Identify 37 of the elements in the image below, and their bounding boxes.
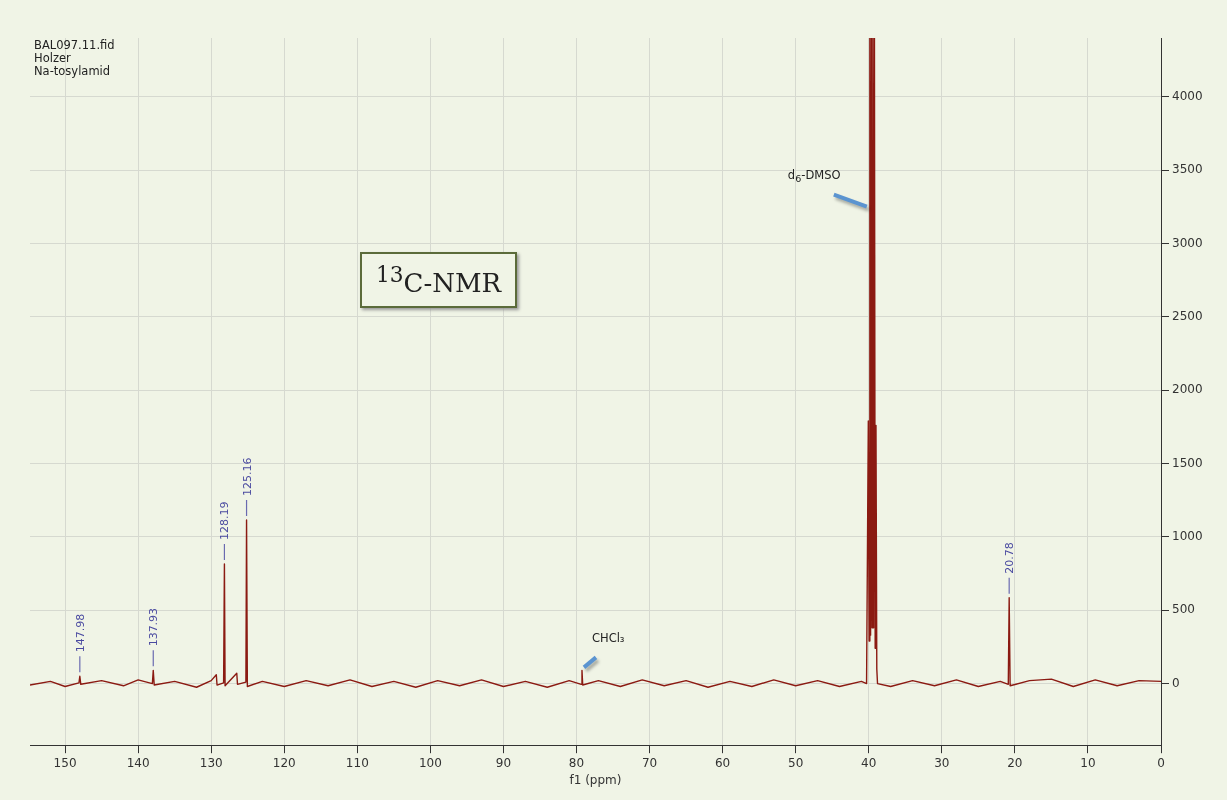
y-tick-label: 2000 — [1172, 382, 1203, 397]
x-tick-label: 40 — [861, 755, 877, 770]
y-tick-label: 3500 — [1172, 162, 1203, 177]
x-tick-label: 70 — [641, 755, 658, 770]
y-tick-label: 0 — [1172, 675, 1180, 690]
x-tick-label: 140 — [126, 755, 150, 770]
x-tick-label: 50 — [788, 755, 804, 770]
x-tick-label: 120 — [272, 755, 296, 770]
annotation: 20.78 — [1003, 542, 1017, 574]
x-tick-label: 130 — [199, 755, 223, 770]
y-tick-label: 1000 — [1172, 528, 1203, 543]
x-tick-label: 100 — [418, 755, 442, 770]
y-tick-label: 4000 — [1172, 88, 1203, 103]
y-tick-label: 1500 — [1172, 455, 1203, 470]
annotation: 125.16 — [240, 457, 254, 496]
x-tick-label: 20 — [1007, 755, 1023, 770]
x-axis-title: f1 (ppm) — [569, 772, 622, 787]
x-tick-label: 30 — [934, 755, 950, 770]
annotation: 137.93 — [147, 607, 161, 647]
annotation: BAL097.11.fid — [34, 38, 115, 52]
annotation: Na-tosylamid — [34, 64, 111, 78]
x-tick-label: 10 — [1080, 755, 1096, 770]
x-tick-label: 60 — [714, 755, 731, 770]
x-tick-label: 110 — [345, 755, 369, 770]
text: $^{13}$C-NMR — [360, 252, 518, 308]
annotation: d$_{6}$-DMSO — [787, 167, 841, 186]
y-tick-label: 3000 — [1172, 235, 1203, 250]
annotation: Holzer — [34, 51, 71, 65]
x-tick-label: 80 — [568, 755, 585, 770]
x-tick-label: 150 — [53, 755, 77, 770]
y-tick-label: 2500 — [1172, 308, 1203, 323]
annotation: 147.98 — [73, 613, 87, 653]
annotation: 128.19 — [218, 501, 232, 540]
x-tick-label: 90 — [495, 755, 512, 770]
annotation: CHCl₃ — [591, 631, 625, 646]
x-tick-label: 0 — [1157, 755, 1165, 770]
y-tick-label: 500 — [1172, 602, 1195, 617]
